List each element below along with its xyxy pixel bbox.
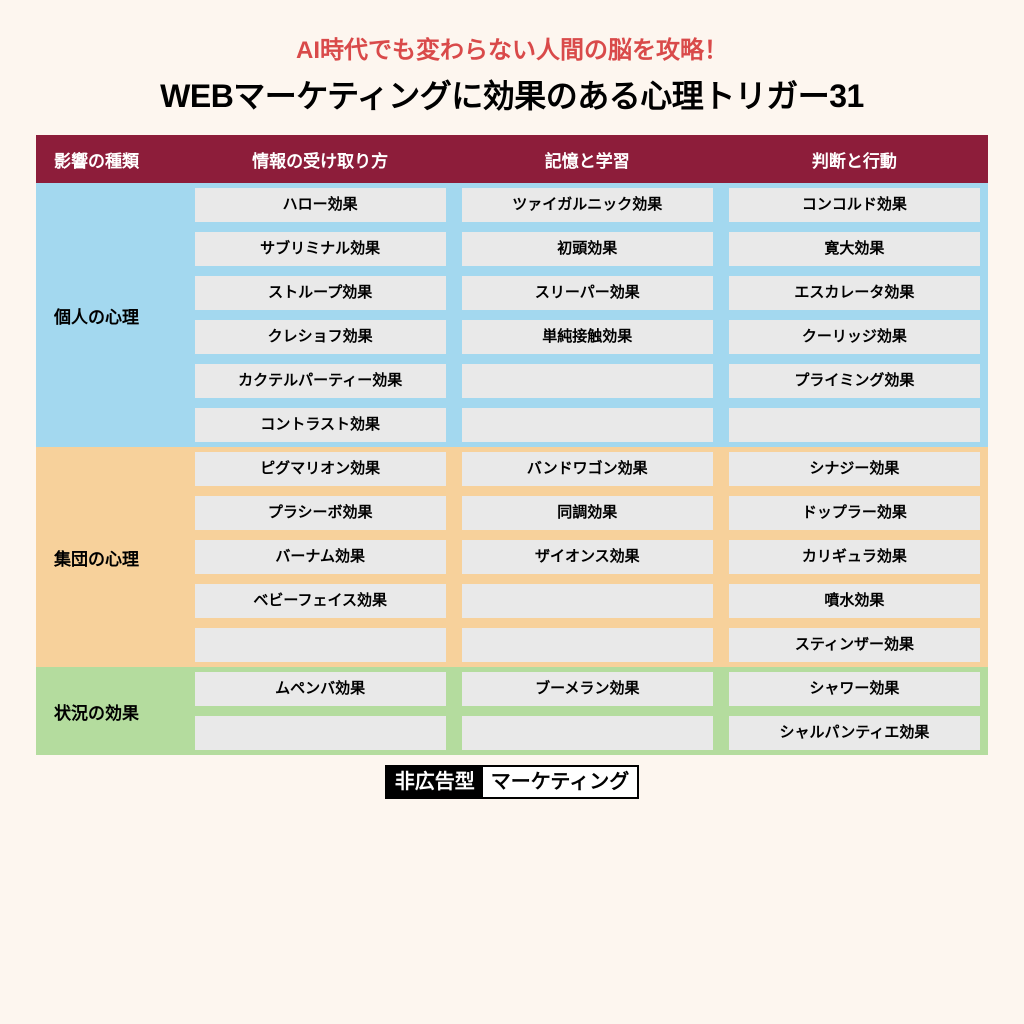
section-label: 状況の効果 [36, 667, 187, 755]
table-cell [721, 403, 988, 447]
table-cell: ハロー効果 [187, 183, 454, 227]
effect-pill: 寛大効果 [729, 232, 980, 266]
table-cell: コンコルド効果 [721, 183, 988, 227]
table-cell [454, 623, 721, 667]
effect-pill [462, 628, 713, 662]
effect-pill: ドップラー効果 [729, 496, 980, 530]
column-header: 影響の種類 [36, 135, 187, 183]
effect-pill: シャワー効果 [729, 672, 980, 706]
effect-pill: シャルパンティエ効果 [729, 716, 980, 750]
effect-pill: バーナム効果 [195, 540, 446, 574]
table-cell: ザイオンス効果 [454, 535, 721, 579]
table-cell: 寛大効果 [721, 227, 988, 271]
effect-pill [462, 716, 713, 750]
table-cell: ブーメラン効果 [454, 667, 721, 711]
effect-pill: スリーパー効果 [462, 276, 713, 310]
table-cell: サブリミナル効果 [187, 227, 454, 271]
effect-pill: ブーメラン効果 [462, 672, 713, 706]
table-cell: 同調効果 [454, 491, 721, 535]
table-cell: シナジー効果 [721, 447, 988, 491]
effect-pill: クレショフ効果 [195, 320, 446, 354]
effect-pill [462, 584, 713, 618]
table-cell: プライミング効果 [721, 359, 988, 403]
effect-pill [195, 628, 446, 662]
table-cell: 初頭効果 [454, 227, 721, 271]
effect-pill [729, 408, 980, 442]
table-cell: ベビーフェイス効果 [187, 579, 454, 623]
column-header: 情報の受け取り方 [187, 135, 454, 183]
effect-pill: スティンザー効果 [729, 628, 980, 662]
effect-pill: コンコルド効果 [729, 188, 980, 222]
table-cell: バンドワゴン効果 [454, 447, 721, 491]
main-title: WEBマーケティングに効果のある心理トリガー31 [36, 71, 988, 117]
effect-pill: 単純接触効果 [462, 320, 713, 354]
table-cell: 単純接触効果 [454, 315, 721, 359]
table-cell [454, 579, 721, 623]
effect-pill: ハロー効果 [195, 188, 446, 222]
effect-pill: プライミング効果 [729, 364, 980, 398]
table-cell [187, 711, 454, 755]
effect-pill [195, 716, 446, 750]
table-cell: シャルパンティエ効果 [721, 711, 988, 755]
effect-pill: カクテルパーティー効果 [195, 364, 446, 398]
effect-pill: コントラスト効果 [195, 408, 446, 442]
table-cell: プラシーボ効果 [187, 491, 454, 535]
footer-badge: 非広告型マーケティング [385, 765, 639, 799]
table-cell [187, 623, 454, 667]
footer: 非広告型マーケティング [36, 765, 988, 804]
effect-pill: 初頭効果 [462, 232, 713, 266]
effect-pill [462, 364, 713, 398]
effect-pill: カリギュラ効果 [729, 540, 980, 574]
effect-pill: ザイオンス効果 [462, 540, 713, 574]
table-cell: 噴水効果 [721, 579, 988, 623]
table-cell: コントラスト効果 [187, 403, 454, 447]
column-header: 判断と行動 [721, 135, 988, 183]
effect-pill: プラシーボ効果 [195, 496, 446, 530]
table-cell: クレショフ効果 [187, 315, 454, 359]
table-cell [454, 403, 721, 447]
table-cell: スリーパー効果 [454, 271, 721, 315]
table-cell: カクテルパーティー効果 [187, 359, 454, 403]
effect-pill [462, 408, 713, 442]
effect-pill: ストループ効果 [195, 276, 446, 310]
effect-pill: 同調効果 [462, 496, 713, 530]
effect-pill: バンドワゴン効果 [462, 452, 713, 486]
table-cell [454, 711, 721, 755]
table-cell: ムペンバ効果 [187, 667, 454, 711]
table-cell: スティンザー効果 [721, 623, 988, 667]
trigger-table: 影響の種類情報の受け取り方記憶と学習判断と行動個人の心理ハロー効果ツァイガルニッ… [36, 135, 988, 755]
table-cell: ドップラー効果 [721, 491, 988, 535]
effect-pill: ベビーフェイス効果 [195, 584, 446, 618]
table-cell [454, 359, 721, 403]
table-cell: バーナム効果 [187, 535, 454, 579]
section-label: 集団の心理 [36, 447, 187, 667]
effect-pill: エスカレータ効果 [729, 276, 980, 310]
effect-pill: サブリミナル効果 [195, 232, 446, 266]
footer-light-text: マーケティング [483, 767, 637, 797]
table-cell: カリギュラ効果 [721, 535, 988, 579]
table-cell: エスカレータ効果 [721, 271, 988, 315]
table-cell: ストループ効果 [187, 271, 454, 315]
effect-pill: シナジー効果 [729, 452, 980, 486]
effect-pill: クーリッジ効果 [729, 320, 980, 354]
footer-dark-text: 非広告型 [387, 767, 483, 797]
table-cell: ツァイガルニック効果 [454, 183, 721, 227]
subtitle: AI時代でも変わらない人間の脳を攻略！ [36, 30, 988, 65]
effect-pill: ピグマリオン効果 [195, 452, 446, 486]
table-cell: クーリッジ効果 [721, 315, 988, 359]
table-cell: ピグマリオン効果 [187, 447, 454, 491]
section-label: 個人の心理 [36, 183, 187, 447]
column-header: 記憶と学習 [454, 135, 721, 183]
effect-pill: ツァイガルニック効果 [462, 188, 713, 222]
effect-pill: 噴水効果 [729, 584, 980, 618]
table-cell: シャワー効果 [721, 667, 988, 711]
effect-pill: ムペンバ効果 [195, 672, 446, 706]
